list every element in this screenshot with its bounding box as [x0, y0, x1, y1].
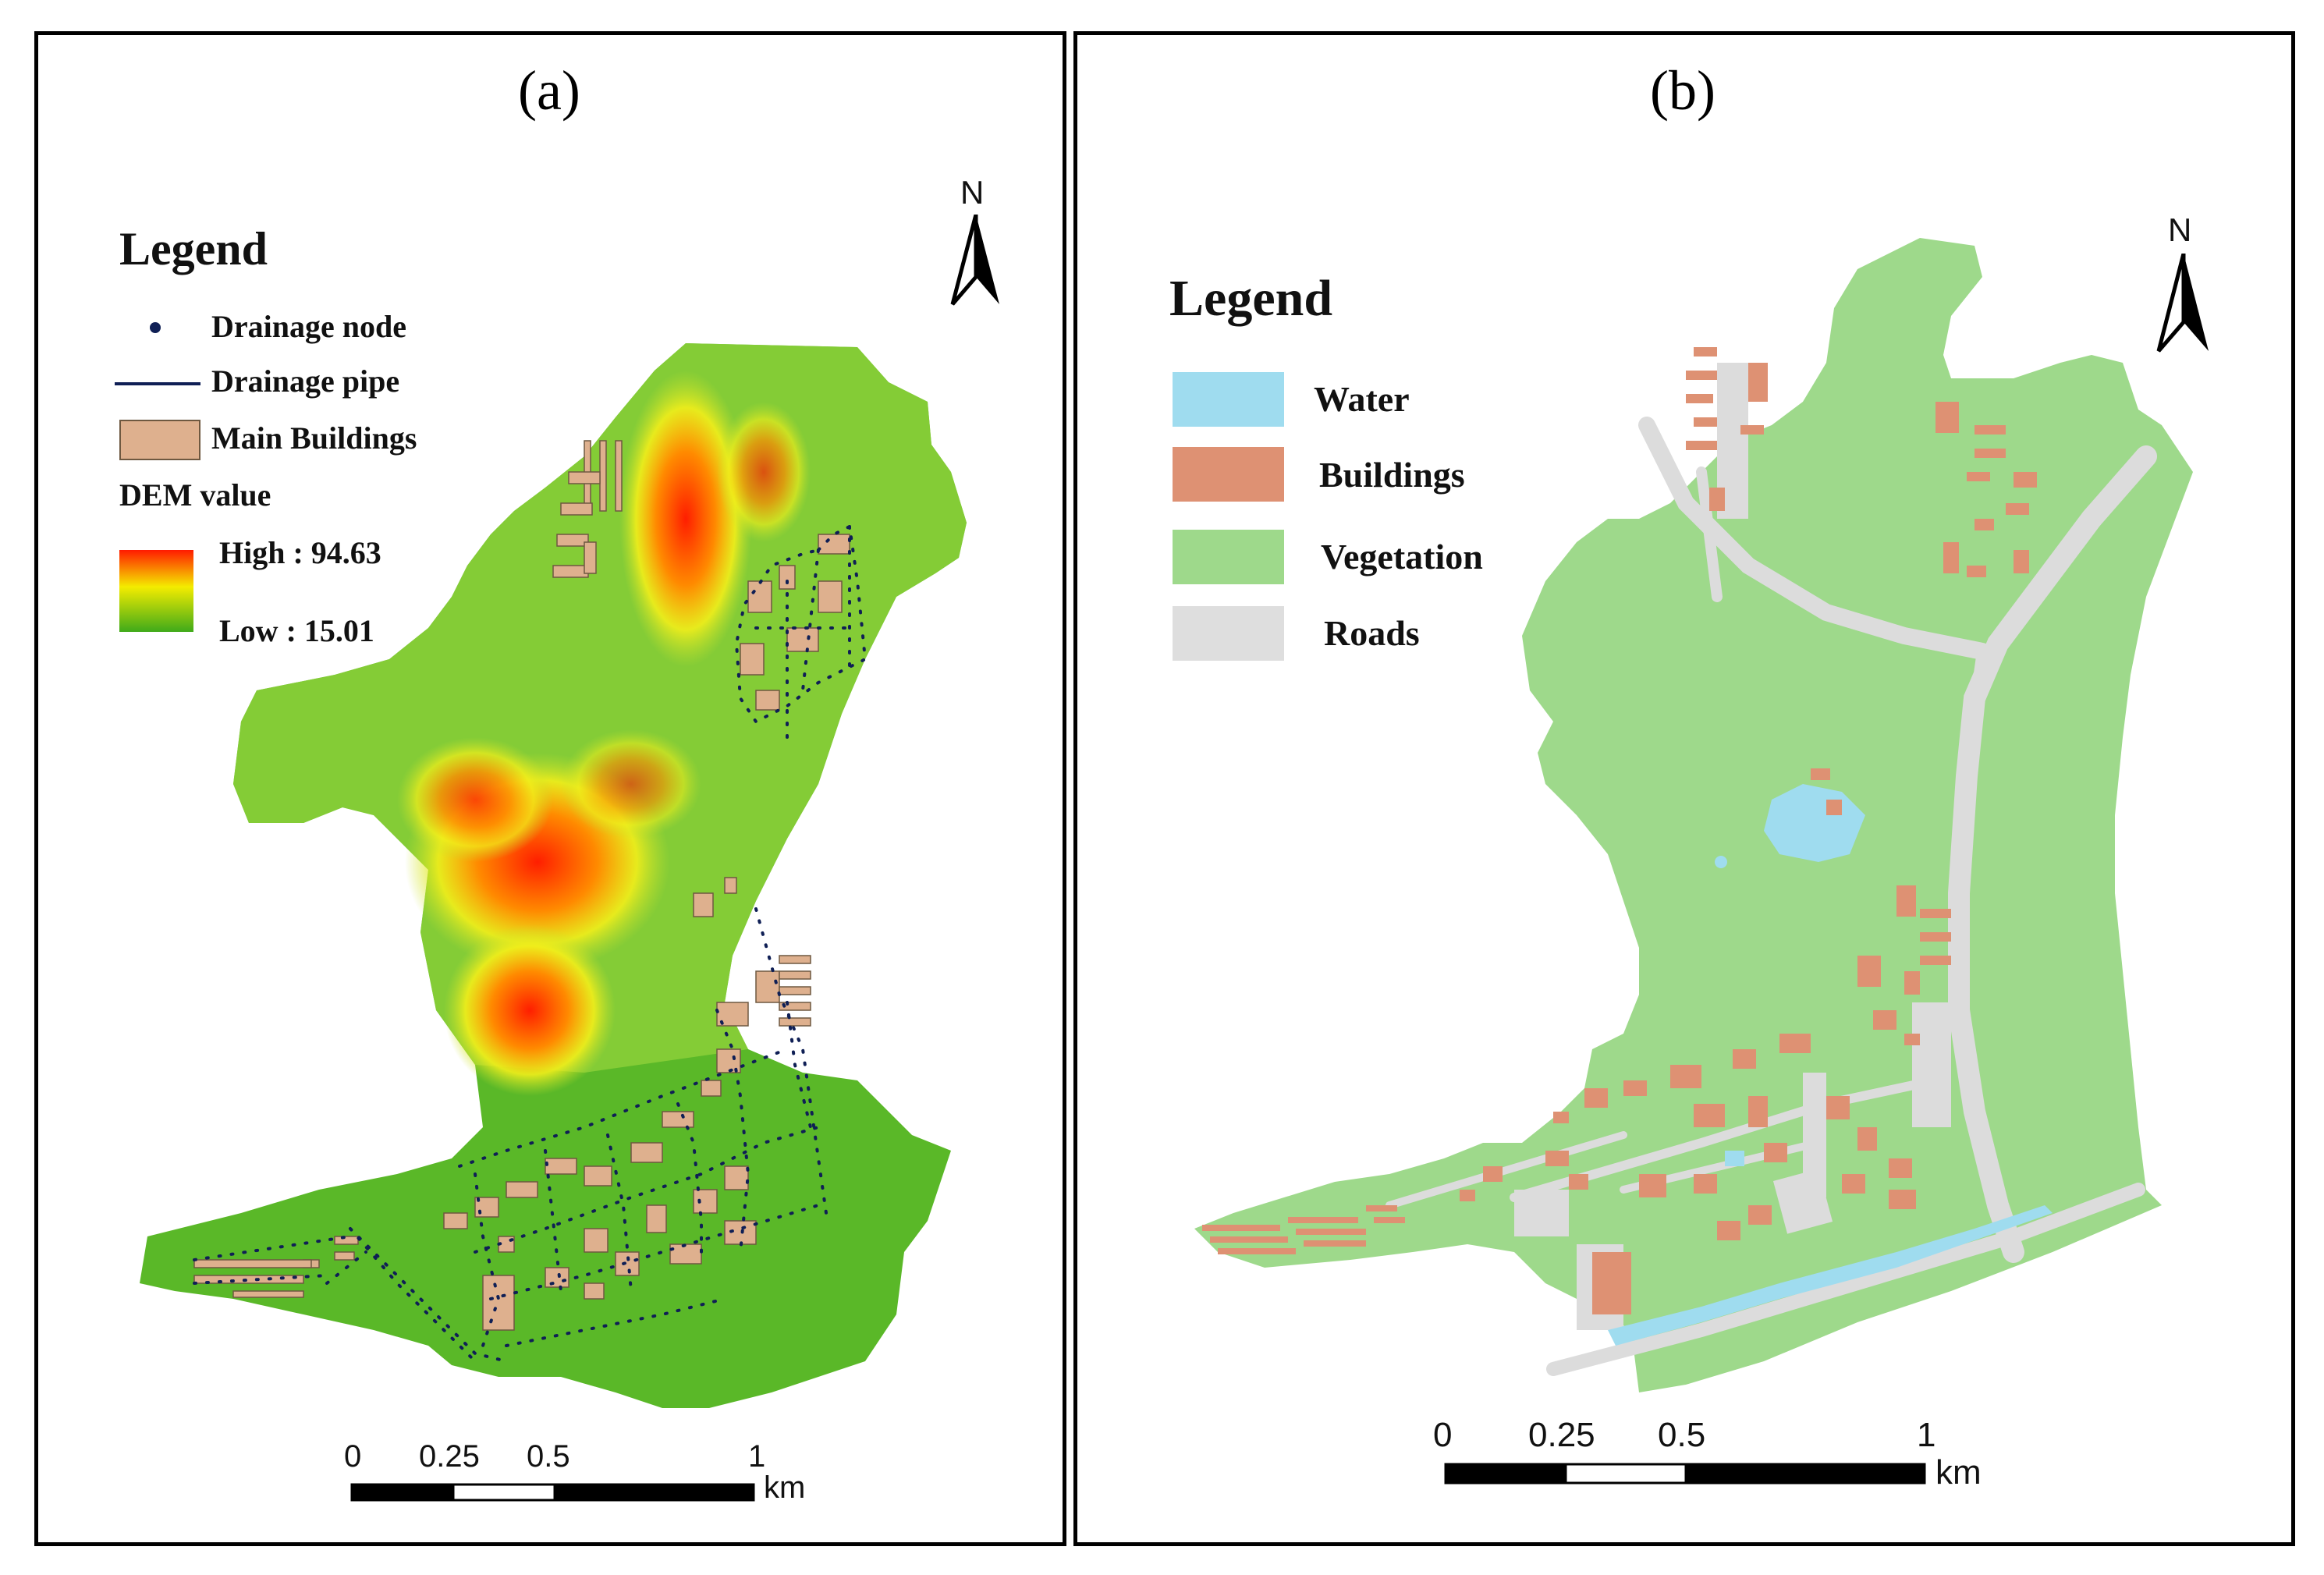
legend-dem-low: Low : 15.01 — [219, 613, 374, 648]
legend-main-buildings: Main Buildings — [211, 420, 417, 456]
scale-unit-a: km — [764, 1470, 806, 1505]
legend-vegetation: Vegetation — [1321, 537, 1483, 576]
scale-label-a-3: 1 — [748, 1439, 766, 1474]
legend-title-a: Legend — [119, 223, 268, 275]
main-buildings-symbol — [119, 420, 200, 460]
scale-label-a-0: 0 — [344, 1439, 362, 1474]
scale-label-b-1: 0.25 — [1528, 1416, 1595, 1454]
legend-swatch-water — [1173, 372, 1284, 427]
buildings-a — [193, 440, 850, 1331]
panel-a: (a) — [34, 31, 1066, 1546]
drainage-pipes-a — [193, 523, 868, 1363]
legend-roads: Roads — [1324, 613, 1420, 653]
dem-color-ramp — [119, 550, 193, 632]
legend-dem-title: DEM value — [119, 477, 271, 513]
scale-bar-b — [1444, 1463, 1926, 1485]
drainage-pipe-symbol — [115, 382, 200, 385]
dem-map — [140, 343, 967, 1408]
legend-swatch-buildings — [1173, 447, 1284, 502]
scale-label-b-0: 0 — [1433, 1416, 1453, 1454]
legend-title-b: Legend — [1169, 270, 1333, 327]
north-arrow-icon — [2156, 254, 2209, 353]
legend-water: Water — [1314, 379, 1410, 419]
legend-swatch-vegetation — [1173, 530, 1284, 584]
legend-dem-high: High : 94.63 — [219, 535, 381, 570]
scale-label-b-3: 1 — [1917, 1416, 1936, 1454]
legend-buildings: Buildings — [1319, 455, 1465, 495]
north-arrow-icon — [950, 215, 999, 306]
north-label-a: N — [960, 174, 985, 211]
north-label-b: N — [2168, 211, 2192, 248]
scale-label-a-2: 0.5 — [527, 1439, 570, 1474]
panel-b-title: (b) — [1650, 59, 1716, 122]
buildings-b — [1202, 347, 2037, 1314]
panel-a-title: (a) — [518, 59, 580, 122]
landuse-map — [1194, 238, 2193, 1392]
drainage-node-symbol — [150, 322, 161, 333]
legend-drainage-node: Drainage node — [211, 309, 406, 344]
panel-b: (b) — [1073, 31, 2295, 1546]
scale-label-a-1: 0.25 — [419, 1439, 480, 1474]
legend-swatch-roads — [1173, 606, 1284, 661]
scale-unit-b: km — [1935, 1453, 1982, 1492]
legend-drainage-pipe: Drainage pipe — [211, 364, 400, 399]
scale-label-b-2: 0.5 — [1658, 1416, 1706, 1454]
scale-bar-a — [350, 1483, 755, 1502]
